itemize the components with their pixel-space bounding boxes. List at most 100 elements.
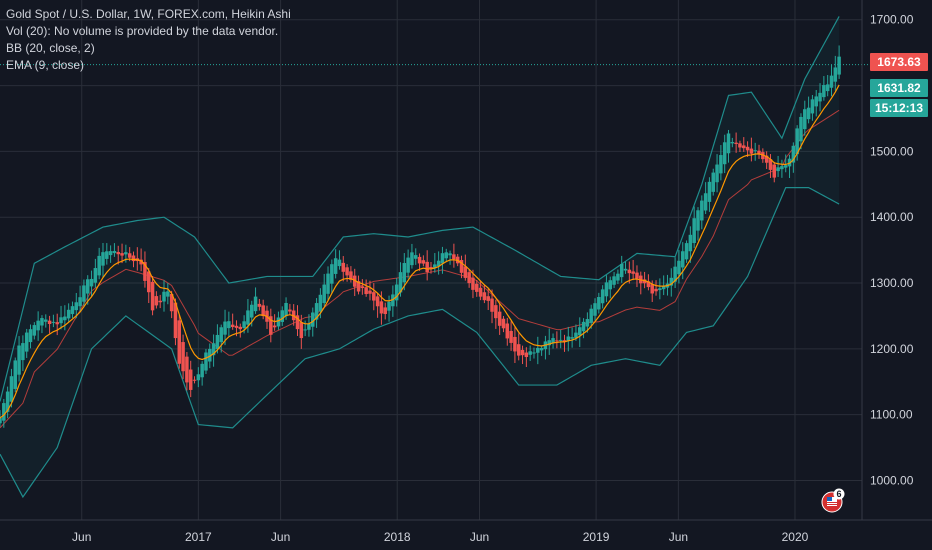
- candle-body: [204, 352, 208, 371]
- volume-indicator-label[interactable]: Vol (20): No volume is provided by the d…: [6, 24, 279, 38]
- candle: [387, 295, 391, 322]
- candle: [230, 313, 235, 330]
- candle: [612, 272, 616, 289]
- candle-body: [696, 210, 700, 231]
- candle-body: [417, 256, 422, 264]
- candle-body: [730, 142, 735, 144]
- candle: [539, 345, 544, 356]
- candle: [429, 262, 433, 274]
- candle: [326, 266, 330, 301]
- candle-body: [600, 289, 605, 304]
- candle-body: [700, 200, 704, 221]
- candle-body: [509, 330, 513, 343]
- candle-body: [13, 360, 18, 389]
- candle: [2, 398, 6, 428]
- candle-body: [673, 266, 677, 282]
- candle: [261, 299, 265, 320]
- candle-body: [825, 84, 830, 92]
- candle-body: [372, 292, 376, 301]
- candle: [139, 248, 143, 272]
- candle-body: [589, 308, 593, 323]
- ema-indicator-label[interactable]: EMA (9, close): [6, 58, 85, 72]
- candle-body: [318, 294, 323, 312]
- candle: [272, 314, 277, 331]
- candle: [497, 302, 502, 335]
- candle: [417, 253, 422, 271]
- candle-body: [211, 343, 216, 356]
- flag-alert-icon[interactable]: 6: [820, 488, 846, 514]
- candle-body: [490, 298, 494, 312]
- candle-body: [604, 282, 609, 297]
- candle: [822, 76, 826, 101]
- candle-body: [257, 303, 262, 307]
- bollinger-indicator-label[interactable]: BB (20, close, 2): [6, 41, 95, 55]
- candle-body: [185, 356, 189, 383]
- candle: [257, 298, 262, 311]
- candle: [654, 280, 658, 296]
- candle-body: [616, 273, 620, 281]
- candle: [467, 269, 471, 288]
- candle: [570, 327, 574, 348]
- candle-body: [783, 165, 788, 168]
- candle-body: [742, 145, 746, 149]
- candle: [44, 314, 48, 328]
- candle-body: [51, 321, 56, 323]
- candle-body: [158, 300, 162, 303]
- candle: [536, 336, 540, 365]
- candle-body: [314, 303, 319, 320]
- candle-body: [833, 67, 838, 82]
- y-tick-label: 1100.00: [870, 408, 913, 422]
- candle-body: [173, 302, 178, 339]
- candle: [837, 45, 841, 79]
- x-tick-label: Jun: [470, 530, 489, 544]
- candle-body: [799, 116, 803, 142]
- candle-body: [345, 267, 349, 276]
- candle: [116, 245, 120, 265]
- candle-body: [21, 343, 25, 361]
- candles[interactable]: [0, 45, 841, 428]
- candle-body: [429, 266, 433, 269]
- candle: [82, 279, 86, 308]
- y-tick-label: 1300.00: [870, 276, 914, 290]
- candle: [768, 154, 773, 178]
- candle: [108, 245, 113, 263]
- candle: [520, 345, 525, 365]
- candle-body: [692, 218, 696, 244]
- candle-body: [619, 263, 624, 278]
- candle-body: [680, 251, 685, 268]
- candle: [162, 280, 166, 312]
- candle-body: [82, 285, 86, 302]
- candle: [463, 254, 468, 281]
- candle-body: [398, 272, 403, 293]
- candle-body: [139, 259, 143, 265]
- candle: [562, 334, 567, 352]
- candle-body: [433, 264, 437, 268]
- candle: [684, 240, 689, 263]
- symbol-title[interactable]: Gold Spot / U.S. Dollar, 1W, FOREX.com, …: [6, 7, 291, 21]
- candle-body: [200, 363, 204, 378]
- candle: [475, 280, 479, 297]
- candle-body: [745, 146, 750, 151]
- candle-body: [406, 257, 410, 273]
- candle: [51, 314, 56, 328]
- candle: [749, 137, 754, 162]
- candle: [753, 142, 757, 161]
- candle-body: [822, 85, 826, 98]
- candle-body: [810, 99, 815, 114]
- candle: [74, 292, 79, 319]
- candle: [253, 287, 258, 314]
- candle-body: [311, 312, 315, 327]
- candle: [93, 258, 98, 288]
- x-tick-label: Jun: [271, 530, 290, 544]
- candle-body: [650, 284, 654, 294]
- candle-body: [143, 262, 147, 281]
- bar-countdown-tag: 15:12:13: [870, 99, 928, 117]
- candle: [524, 347, 529, 368]
- candle-body: [47, 320, 52, 325]
- candle: [581, 318, 586, 339]
- candle-body: [795, 128, 799, 155]
- candle-body: [726, 133, 731, 154]
- candle-body: [581, 321, 586, 332]
